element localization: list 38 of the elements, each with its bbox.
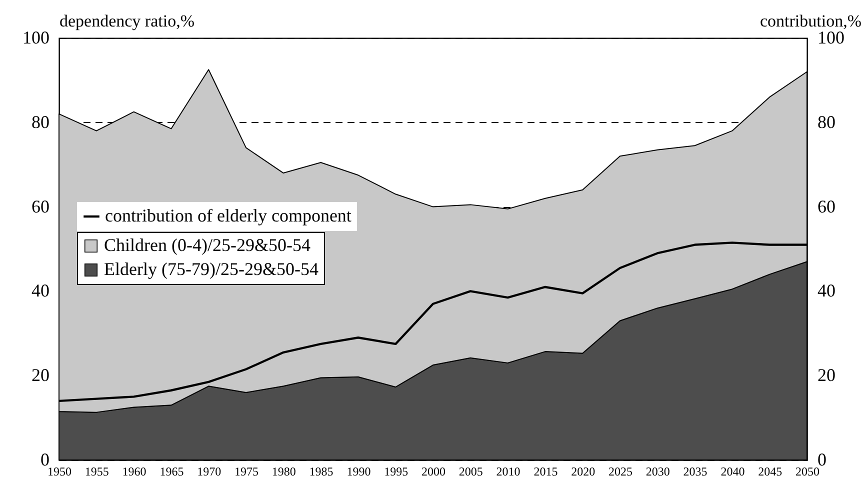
x-tick-label: 2025 [608,464,632,478]
x-tick-label: 2030 [646,464,670,478]
legend-label: contribution of elderly component [105,206,352,226]
x-tick-label: 1960 [122,464,146,478]
x-tick-label: 2005 [458,464,483,478]
x-tick-label: 2035 [683,464,708,478]
y-tick-label: 60 [32,196,50,216]
x-tick-label: 2050 [796,464,820,478]
y2-tick-label: 100 [818,28,844,48]
y2-tick-label: 60 [818,196,836,216]
x-tick-label: 1995 [384,464,408,478]
x-tick-label: 1950 [48,464,72,478]
y2-tick-label: 40 [818,280,836,301]
x-tick-label: 2015 [534,464,558,478]
x-tick-label: 1975 [234,464,258,478]
y2-axis-title: contribution,% [760,12,861,30]
x-tick-label: 2000 [422,464,446,478]
legend-label: Elderly (75-79)/25-29&50-54 [104,259,318,279]
x-tick-label: 1990 [346,464,371,478]
y-tick-label: 0 [40,450,50,470]
y2-tick-label: 20 [818,365,836,386]
x-tick-label: 2010 [496,464,520,478]
y2-tick-label: 0 [818,450,826,470]
x-tick-label: 2020 [571,464,596,478]
y-tick-label: 80 [32,112,50,132]
y-tick-label: 20 [32,365,50,386]
legend-label: Children (0-4)/25-29&50-54 [104,235,310,255]
y2-tick-label: 80 [818,112,836,132]
x-tick-label: 2045 [758,464,782,478]
y-tick-label: 100 [22,28,50,48]
x-tick-label: 1970 [197,464,222,478]
x-tick-label: 1955 [84,464,109,478]
x-tick-label: 2040 [720,464,745,478]
x-tick-label: 1980 [272,464,296,478]
x-tick-label: 1965 [160,464,184,478]
x-tick-label: 1985 [309,464,334,478]
y-tick-label: 40 [32,280,50,301]
y-axis-title: dependency ratio,% [60,12,194,30]
